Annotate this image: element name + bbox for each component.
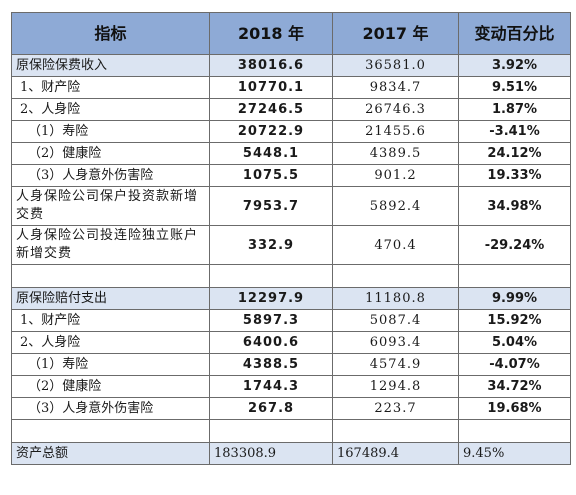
value-2017: 11180.8 (332, 287, 459, 310)
empty-cell (332, 264, 459, 288)
header-change-pct: 变动百分比 (458, 12, 571, 55)
row-label: 1、财产险 (11, 309, 210, 332)
empty-cell (11, 264, 210, 288)
value-2017: 6093.4 (332, 331, 459, 354)
header-2018: 2018 年 (209, 12, 333, 55)
empty-cell (458, 264, 571, 288)
empty-cell (458, 419, 571, 443)
value-2018: 267.8 (209, 397, 333, 420)
change-pct: 1.87% (458, 98, 571, 121)
value-2017: 9834.7 (332, 76, 459, 99)
insurance-stats-table: 指标 2018 年 2017 年 变动百分比 原保险保费收入 38016.6 365… (11, 12, 571, 465)
change-pct: 24.12% (458, 142, 571, 165)
value-2018: 7953.7 (209, 186, 333, 226)
value-2017: 223.7 (332, 397, 459, 420)
table-row: 2、人身险 6400.6 6093.4 5.04% (11, 331, 571, 354)
change-pct: 34.72% (458, 375, 571, 398)
change-pct: 9.51% (458, 76, 571, 99)
row-label: 人身保险公司保户投资款新增交费 (11, 186, 210, 226)
value-2017: 4389.5 (332, 142, 459, 165)
value-2018: 38016.6 (209, 54, 333, 77)
spacer-row (11, 264, 571, 288)
change-pct: 19.33% (458, 164, 571, 187)
row-label: （2）健康险 (11, 142, 210, 165)
row-label: （2）健康险 (11, 375, 210, 398)
table-row: （2）健康险 5448.1 4389.5 24.12% (11, 142, 571, 165)
value-2018: 1075.5 (209, 164, 333, 187)
change-pct: 5.04% (458, 331, 571, 354)
table-row: 人身保险公司保户投资款新增交费 7953.7 5892.4 34.98% (11, 186, 571, 226)
change-pct: 9.99% (458, 287, 571, 310)
header-indicator: 指标 (11, 12, 210, 55)
value-2017: 470.4 (332, 225, 459, 265)
value-2018: 10770.1 (209, 76, 333, 99)
change-pct: 15.92% (458, 309, 571, 332)
spacer-row (11, 419, 571, 443)
empty-cell (209, 264, 333, 288)
table-row: 人身保险公司投连险独立账户新增交费 332.9 470.4 -29.24% (11, 225, 571, 265)
value-2018: 6400.6 (209, 331, 333, 354)
change-pct: -3.41% (458, 120, 571, 143)
value-2018: 12297.9 (209, 287, 333, 310)
change-pct: -29.24% (458, 225, 571, 265)
value-2017: 26746.3 (332, 98, 459, 121)
row-label: （3）人身意外伤害险 (11, 164, 210, 187)
row-label: （3）人身意外伤害险 (11, 397, 210, 420)
change-pct: 3.92% (458, 54, 571, 77)
change-pct: -4.07% (458, 353, 571, 376)
table-row: （2）健康险 1744.3 1294.8 34.72% (11, 375, 571, 398)
change-pct: 9.45% (458, 442, 571, 465)
premium-income-row: 原保险保费收入 38016.6 36581.0 3.92% (11, 54, 571, 77)
row-label: 2、人身险 (11, 98, 210, 121)
change-pct: 34.98% (458, 186, 571, 226)
value-2018: 1744.3 (209, 375, 333, 398)
row-label: 原保险保费收入 (11, 54, 210, 77)
row-label: 资产总额 (11, 442, 210, 465)
value-2017: 5892.4 (332, 186, 459, 226)
claims-payout-row: 原保险赔付支出 12297.9 11180.8 9.99% (11, 287, 571, 310)
table-row: 1、财产险 10770.1 9834.7 9.51% (11, 76, 571, 99)
value-2018: 183308.9 (209, 442, 333, 465)
table-row: （1）寿险 20722.9 21455.6 -3.41% (11, 120, 571, 143)
value-2017: 21455.6 (332, 120, 459, 143)
table-row: （3）人身意外伤害险 1075.5 901.2 19.33% (11, 164, 571, 187)
table-row: （1）寿险 4388.5 4574.9 -4.07% (11, 353, 571, 376)
table-row: （3）人身意外伤害险 267.8 223.7 19.68% (11, 397, 571, 420)
row-label: 人身保险公司投连险独立账户新增交费 (11, 225, 210, 265)
change-pct: 19.68% (458, 397, 571, 420)
value-2017: 167489.4 (332, 442, 459, 465)
empty-cell (209, 419, 333, 443)
value-2018: 5897.3 (209, 309, 333, 332)
empty-cell (332, 419, 459, 443)
value-2018: 5448.1 (209, 142, 333, 165)
row-label: 1、财产险 (11, 76, 210, 99)
value-2018: 332.9 (209, 225, 333, 265)
empty-cell (11, 419, 210, 443)
value-2018: 27246.5 (209, 98, 333, 121)
row-label: 2、人身险 (11, 331, 210, 354)
header-row: 指标 2018 年 2017 年 变动百分比 (11, 12, 571, 55)
value-2017: 4574.9 (332, 353, 459, 376)
row-label: （1）寿险 (11, 353, 210, 376)
value-2017: 36581.0 (332, 54, 459, 77)
table-row: 2、人身险 27246.5 26746.3 1.87% (11, 98, 571, 121)
value-2018: 4388.5 (209, 353, 333, 376)
insurance-table-container: 指标 2018 年 2017 年 变动百分比 原保险保费收入 38016.6 365… (11, 12, 571, 465)
value-2017: 1294.8 (332, 375, 459, 398)
row-label: 原保险赔付支出 (11, 287, 210, 310)
value-2018: 20722.9 (209, 120, 333, 143)
header-2017: 2017 年 (332, 12, 459, 55)
table-row: 1、财产险 5897.3 5087.4 15.92% (11, 309, 571, 332)
total-assets-row: 资产总额 183308.9 167489.4 9.45% (11, 442, 571, 465)
value-2017: 901.2 (332, 164, 459, 187)
row-label: （1）寿险 (11, 120, 210, 143)
table-body: 原保险保费收入 38016.6 36581.0 3.92% 1、财产险 10770.1 98… (11, 54, 571, 465)
value-2017: 5087.4 (332, 309, 459, 332)
